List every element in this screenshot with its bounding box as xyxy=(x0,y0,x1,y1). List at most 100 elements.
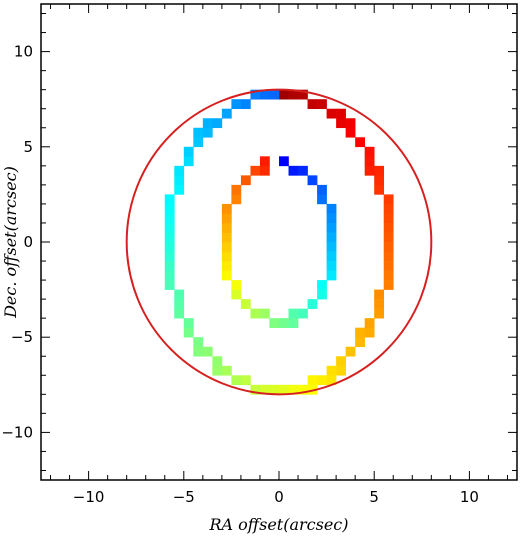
ring-pixel xyxy=(374,175,385,186)
x-axis-title: RA offset(arcsec) xyxy=(208,515,348,534)
ring-pixel xyxy=(307,375,318,386)
ring-pixel xyxy=(364,146,375,157)
ring-pixel xyxy=(279,89,289,100)
ring-pixel xyxy=(326,251,337,262)
ring-pixel xyxy=(259,156,270,167)
ring-pixel xyxy=(336,356,346,367)
y-tick-labels: −10 −5 0 5 10 xyxy=(1,43,33,442)
ring-pixel xyxy=(317,194,327,205)
ring-pixel xyxy=(383,251,394,262)
ring-pixel xyxy=(383,261,394,271)
ring-pixel xyxy=(288,165,299,176)
ring-pixel xyxy=(317,280,327,290)
ring-pixel xyxy=(231,194,242,205)
x-tick-label: −10 xyxy=(73,488,105,506)
ring-pixel xyxy=(307,299,318,309)
ring-pixel xyxy=(326,108,337,119)
ring-pixel xyxy=(269,89,280,100)
ring-pixel xyxy=(221,251,232,262)
ring-pixel xyxy=(298,308,308,319)
ring-pixel xyxy=(164,194,175,205)
ring-pixel xyxy=(364,327,375,338)
ring-pixel xyxy=(231,289,242,300)
ring-pixel xyxy=(164,270,175,281)
ring-pixel xyxy=(231,280,242,290)
ring-pixel xyxy=(193,346,204,357)
ring-pixel xyxy=(202,118,213,129)
ring-pixel xyxy=(345,346,356,357)
ring-pixel xyxy=(288,384,299,395)
ring-pixel xyxy=(383,203,394,214)
ring-pixel xyxy=(307,175,318,186)
y-tick-label: −10 xyxy=(1,423,33,441)
ring-pixel xyxy=(364,165,375,176)
ring-pixel xyxy=(183,327,194,338)
ring-pixel xyxy=(164,203,175,214)
ring-pixel xyxy=(250,89,261,100)
ring-pixel xyxy=(183,156,194,167)
ring-pixel xyxy=(174,289,185,300)
ring-pixel xyxy=(250,165,261,176)
ring-pixel xyxy=(298,89,308,100)
ring-pixel xyxy=(326,213,337,224)
ring-pixel xyxy=(164,261,175,271)
ring-pixel xyxy=(374,299,385,309)
ring-pixel xyxy=(326,242,337,252)
x-tick-label: 5 xyxy=(369,488,379,506)
ring-pixel xyxy=(288,318,299,328)
ring-pixel xyxy=(231,184,242,195)
ring-pixel xyxy=(326,222,337,233)
ring-pixel xyxy=(183,318,194,328)
ring-pixel xyxy=(288,89,299,100)
ring-pixel xyxy=(374,289,385,300)
ring-pixel xyxy=(259,165,270,176)
axis-ticks xyxy=(41,4,517,480)
ring-pixel xyxy=(164,242,175,252)
ring-pixel xyxy=(383,213,394,224)
ring-pixel xyxy=(355,337,365,348)
ring-pixel xyxy=(383,270,394,281)
ring-pixel xyxy=(240,175,251,186)
ring-pixel xyxy=(231,99,242,110)
ring-pixel xyxy=(221,203,232,214)
ring-pixel xyxy=(174,165,185,176)
ring-pixel xyxy=(259,308,270,319)
ring-pixel xyxy=(240,375,251,386)
ring-pixel xyxy=(317,99,327,110)
ring-pixel xyxy=(250,308,261,319)
ring-pixel xyxy=(336,365,346,376)
ring-pixel xyxy=(174,299,185,309)
ring-pixel xyxy=(326,232,337,243)
boundary-circle xyxy=(125,88,433,396)
ring-pixel xyxy=(221,261,232,271)
ring-pixel xyxy=(364,318,375,328)
ring-pixel xyxy=(317,184,327,195)
ring-pixel xyxy=(221,213,232,224)
ring-pixel xyxy=(383,222,394,233)
ring-pixel xyxy=(336,108,346,119)
ring-pixel xyxy=(164,232,175,243)
y-tick-label: 10 xyxy=(14,43,33,61)
x-tick-label: 0 xyxy=(274,488,284,506)
ring-pixel xyxy=(212,356,223,367)
ring-pixel xyxy=(212,365,223,376)
ring-pixel xyxy=(345,118,356,129)
ring-pixel xyxy=(383,242,394,252)
ring-pixel xyxy=(221,232,232,243)
ring-pixel xyxy=(164,251,175,262)
ring-pixel xyxy=(374,184,385,195)
ring-pixel xyxy=(183,146,194,157)
ring-pixel xyxy=(326,375,337,386)
x-tick-labels: −10 −5 0 5 10 xyxy=(73,488,479,506)
ring-pixel xyxy=(164,280,175,290)
ring-pixel xyxy=(221,365,232,376)
ring-pixel xyxy=(240,299,251,309)
x-tick-label: 10 xyxy=(460,488,479,506)
ring-pixel xyxy=(202,346,213,357)
ring-pixel xyxy=(374,308,385,319)
ring-pixel xyxy=(383,194,394,205)
ring-pixel xyxy=(231,375,242,386)
ring-pixel xyxy=(221,108,232,119)
ring-pixel xyxy=(355,327,365,338)
